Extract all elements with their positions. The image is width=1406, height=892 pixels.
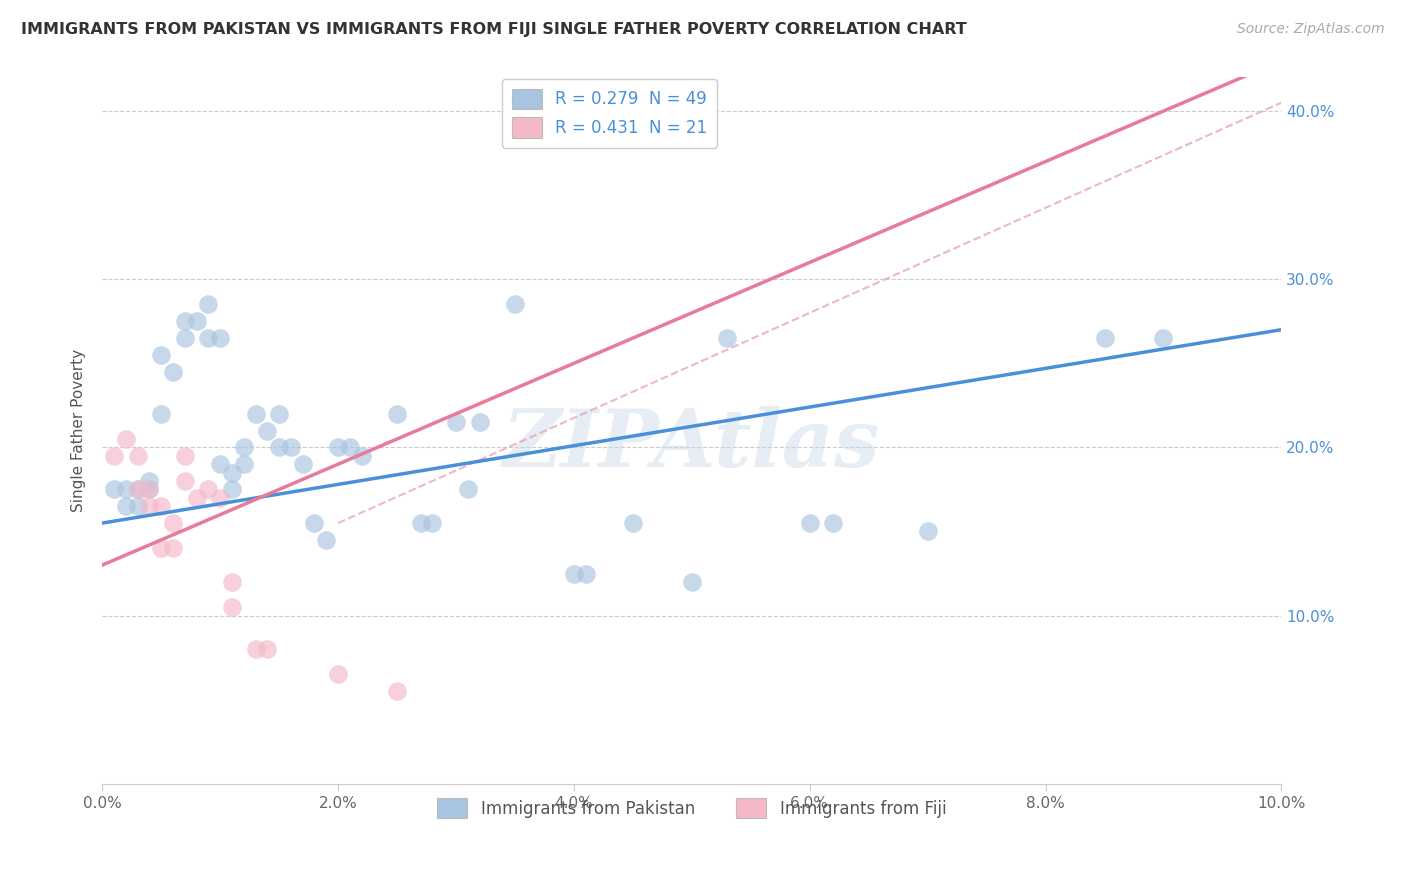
Point [186,491,208,505]
Point [291,457,314,471]
Point [468,415,491,429]
Point [162,541,184,556]
Point [350,449,373,463]
Legend: Immigrants from Pakistan, Immigrants from Fiji: Immigrants from Pakistan, Immigrants fro… [430,791,953,825]
Point [138,483,160,497]
Text: IMMIGRANTS FROM PAKISTAN VS IMMIGRANTS FROM FIJI SINGLE FATHER POVERTY CORRELATI: IMMIGRANTS FROM PAKISTAN VS IMMIGRANTS F… [21,22,967,37]
Point [621,516,644,530]
Point [575,566,598,581]
Point [267,407,290,421]
Point [232,441,254,455]
Point [150,500,173,514]
Point [267,441,290,455]
Point [173,474,195,488]
Point [197,331,219,345]
Point [1153,331,1175,345]
Point [256,642,278,657]
Point [114,432,136,446]
Point [209,331,232,345]
Point [823,516,845,530]
Point [256,424,278,438]
Point [150,348,173,362]
Point [221,483,243,497]
Point [1094,331,1116,345]
Point [444,415,467,429]
Point [173,331,195,345]
Point [162,516,184,530]
Point [150,407,173,421]
Point [209,491,232,505]
Point [221,466,243,480]
Point [315,533,337,547]
Point [716,331,738,345]
Point [326,441,349,455]
Point [280,441,302,455]
Point [114,500,136,514]
Point [127,483,149,497]
Point [138,474,160,488]
Point [245,642,267,657]
Point [103,449,125,463]
Point [138,483,160,497]
Text: ZIPAtlas: ZIPAtlas [503,406,880,483]
Point [103,483,125,497]
Point [385,684,408,698]
Point [173,314,195,328]
Point [173,449,195,463]
Point [197,297,219,311]
Point [457,483,479,497]
Point [162,365,184,379]
Point [232,457,254,471]
Y-axis label: Single Father Poverty: Single Father Poverty [72,349,86,512]
Point [917,524,939,539]
Point [127,500,149,514]
Text: Source: ZipAtlas.com: Source: ZipAtlas.com [1237,22,1385,37]
Point [197,483,219,497]
Point [221,574,243,589]
Point [209,457,232,471]
Point [127,449,149,463]
Point [138,500,160,514]
Point [385,407,408,421]
Point [186,314,208,328]
Point [339,441,361,455]
Point [503,297,526,311]
Point [422,516,444,530]
Point [150,541,173,556]
Point [127,483,149,497]
Point [221,600,243,615]
Point [799,516,821,530]
Point [304,516,326,530]
Point [326,667,349,681]
Point [245,407,267,421]
Point [409,516,432,530]
Point [114,483,136,497]
Point [681,574,703,589]
Point [562,566,585,581]
